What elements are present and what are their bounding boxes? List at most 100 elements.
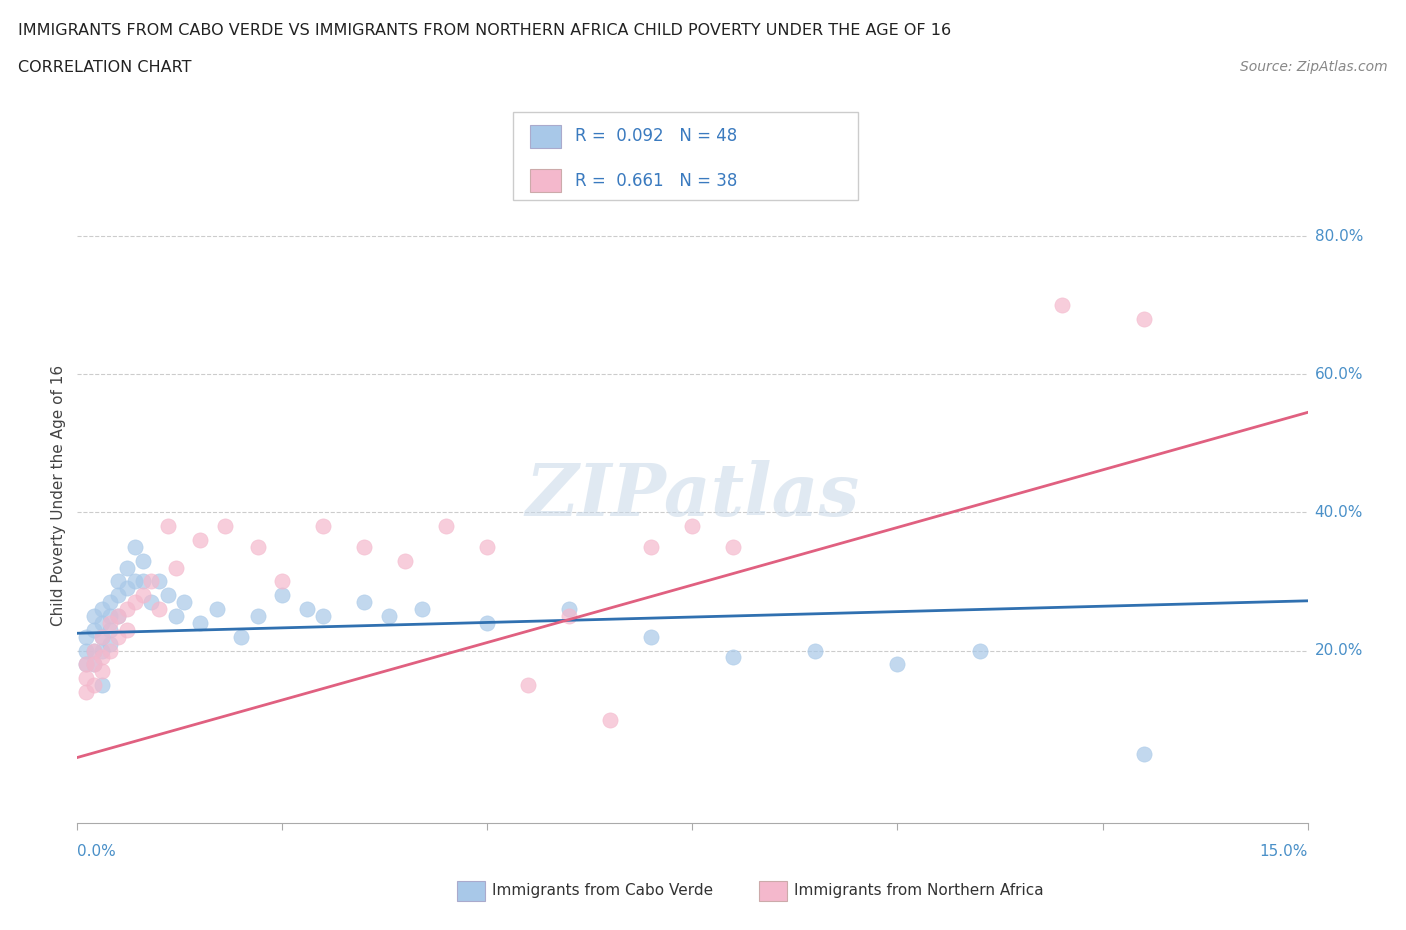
Point	[107, 608, 129, 623]
Point	[90, 650, 114, 665]
Point	[148, 602, 170, 617]
Point	[83, 622, 105, 637]
Point	[115, 622, 138, 637]
Point	[1050, 298, 1073, 312]
Point	[558, 602, 581, 617]
Point	[83, 657, 105, 671]
Point	[165, 608, 187, 623]
Point	[124, 574, 146, 589]
Point	[156, 519, 179, 534]
Point	[394, 553, 416, 568]
Point	[98, 643, 121, 658]
Point	[312, 608, 335, 623]
Point	[723, 650, 745, 665]
Point	[173, 595, 195, 610]
Point	[640, 539, 662, 554]
Point	[98, 636, 121, 651]
Point	[411, 602, 433, 617]
Point	[312, 519, 335, 534]
Text: 80.0%: 80.0%	[1315, 229, 1362, 244]
Point	[107, 630, 129, 644]
Point	[188, 533, 212, 548]
Point	[1132, 747, 1154, 762]
Point	[107, 588, 129, 603]
Point	[90, 630, 114, 644]
Point	[188, 616, 212, 631]
Point	[723, 539, 745, 554]
Point	[969, 643, 991, 658]
Point	[98, 622, 121, 637]
Point	[75, 630, 97, 644]
Point	[205, 602, 228, 617]
Point	[517, 678, 540, 693]
Point	[1132, 312, 1154, 326]
Point	[682, 519, 704, 534]
Text: R =  0.661   N = 38: R = 0.661 N = 38	[575, 171, 737, 190]
Point	[477, 616, 499, 631]
Text: R =  0.092   N = 48: R = 0.092 N = 48	[575, 127, 737, 145]
Text: Immigrants from Northern Africa: Immigrants from Northern Africa	[794, 884, 1045, 898]
Point	[165, 560, 187, 575]
Point	[90, 643, 114, 658]
Point	[295, 602, 318, 617]
Point	[124, 539, 146, 554]
Point	[90, 678, 114, 693]
Point	[83, 678, 105, 693]
Point	[90, 616, 114, 631]
Point	[132, 588, 155, 603]
Point	[98, 616, 121, 631]
Point	[353, 595, 375, 610]
Point	[83, 608, 105, 623]
Text: Immigrants from Cabo Verde: Immigrants from Cabo Verde	[492, 884, 713, 898]
Text: 60.0%: 60.0%	[1315, 367, 1362, 382]
Point	[148, 574, 170, 589]
Point	[83, 657, 105, 671]
Point	[231, 630, 253, 644]
Point	[115, 581, 138, 596]
Point	[246, 608, 269, 623]
Point	[75, 684, 97, 699]
Point	[477, 539, 499, 554]
Point	[124, 595, 146, 610]
Point	[156, 588, 179, 603]
Y-axis label: Child Poverty Under the Age of 16: Child Poverty Under the Age of 16	[51, 365, 66, 626]
Text: ZIPatlas: ZIPatlas	[526, 459, 859, 531]
Point	[90, 630, 114, 644]
Point	[271, 588, 294, 603]
Point	[83, 643, 105, 658]
Point	[75, 657, 97, 671]
Point	[83, 643, 105, 658]
Point	[353, 539, 375, 554]
Point	[90, 602, 114, 617]
Point	[804, 643, 827, 658]
Point	[98, 595, 121, 610]
Text: 15.0%: 15.0%	[1260, 844, 1308, 858]
Point	[132, 553, 155, 568]
Point	[436, 519, 458, 534]
Text: IMMIGRANTS FROM CABO VERDE VS IMMIGRANTS FROM NORTHERN AFRICA CHILD POVERTY UNDE: IMMIGRANTS FROM CABO VERDE VS IMMIGRANTS…	[18, 23, 952, 38]
Point	[599, 712, 621, 727]
Point	[141, 595, 163, 610]
Point	[271, 574, 294, 589]
Point	[115, 560, 138, 575]
Point	[90, 664, 114, 679]
Text: 20.0%: 20.0%	[1315, 643, 1362, 658]
Point	[107, 608, 129, 623]
Point	[75, 657, 97, 671]
Text: 40.0%: 40.0%	[1315, 505, 1362, 520]
Point	[141, 574, 163, 589]
Point	[75, 671, 97, 685]
Point	[115, 602, 138, 617]
Point	[214, 519, 236, 534]
Point	[98, 608, 121, 623]
Point	[107, 574, 129, 589]
Point	[886, 657, 908, 671]
Point	[640, 630, 662, 644]
Text: Source: ZipAtlas.com: Source: ZipAtlas.com	[1240, 60, 1388, 74]
Point	[75, 643, 97, 658]
Point	[246, 539, 269, 554]
Text: CORRELATION CHART: CORRELATION CHART	[18, 60, 191, 75]
Point	[132, 574, 155, 589]
Point	[378, 608, 401, 623]
Text: 0.0%: 0.0%	[77, 844, 117, 858]
